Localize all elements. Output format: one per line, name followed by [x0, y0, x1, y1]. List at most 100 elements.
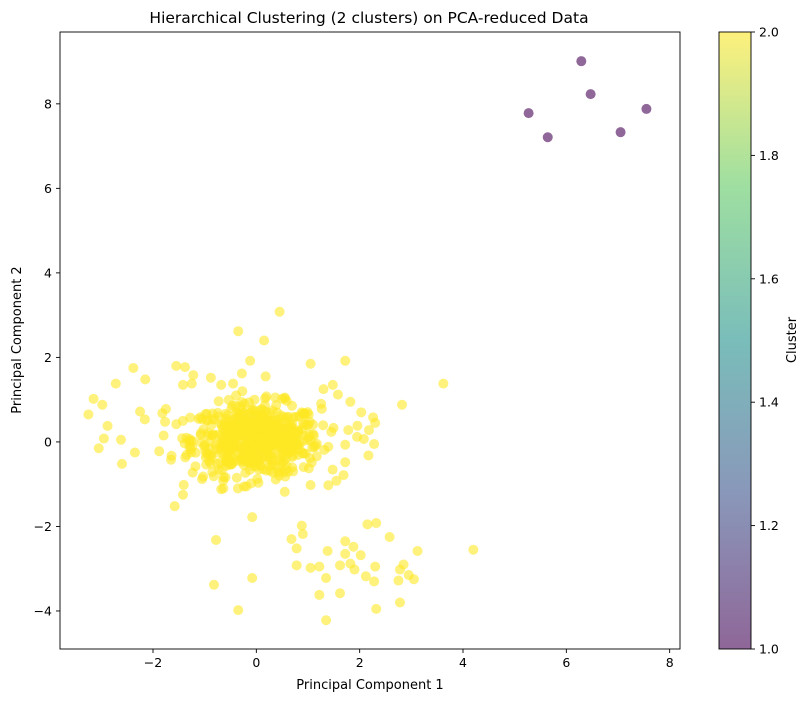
data-point [232, 483, 243, 494]
data-point [187, 467, 198, 478]
data-point [397, 399, 408, 410]
data-point [279, 486, 290, 497]
data-point [393, 575, 404, 586]
data-point [128, 362, 139, 373]
data-point [246, 478, 257, 489]
data-point [326, 426, 337, 437]
colorbar-tick-label: 1.2 [759, 518, 779, 533]
data-point [345, 396, 356, 407]
data-point [287, 462, 298, 473]
data-point [340, 536, 351, 547]
data-point [260, 371, 271, 382]
data-point [352, 420, 363, 431]
data-point [340, 355, 351, 366]
data-point [234, 410, 245, 421]
data-point [177, 379, 188, 390]
y-tick-label: 0 [44, 434, 52, 449]
colorbar-tick-label: 1.4 [759, 395, 779, 410]
data-point [247, 424, 258, 435]
data-point [349, 564, 360, 575]
data-point [237, 397, 248, 408]
data-point [412, 545, 423, 556]
y-tick-label: 6 [44, 181, 52, 196]
data-point [188, 370, 199, 381]
data-point [223, 394, 234, 405]
data-point [270, 474, 281, 485]
data-point [216, 419, 227, 430]
plot-frame [60, 32, 680, 649]
data-point [169, 501, 180, 512]
data-point [298, 448, 309, 459]
data-point [370, 417, 381, 428]
data-point [297, 529, 308, 540]
colorbar-ticks: 1.0 1.2 1.4 1.6 1.8 2.0 [751, 25, 779, 657]
data-point [139, 414, 150, 425]
x-tick-label: 2 [356, 655, 364, 670]
data-point [576, 56, 587, 67]
data-point [271, 438, 282, 449]
points-layer [83, 56, 652, 626]
data-point [207, 414, 218, 425]
data-point [233, 326, 244, 337]
data-point [314, 561, 325, 572]
data-point [348, 541, 359, 552]
data-point [384, 532, 395, 543]
data-point [160, 416, 171, 427]
axes-border [59, 31, 681, 650]
plot-area [59, 31, 681, 650]
data-point [140, 374, 151, 385]
data-point [110, 378, 121, 389]
data-point [321, 615, 332, 626]
x-tick-label: 6 [562, 655, 570, 670]
data-point [247, 573, 258, 583]
data-point [166, 454, 177, 465]
data-point [252, 417, 263, 428]
data-point [314, 589, 325, 600]
data-point [178, 479, 189, 490]
data-point [323, 480, 334, 491]
data-point [332, 389, 343, 400]
data-point [542, 132, 553, 143]
data-point [208, 429, 219, 440]
data-point [279, 392, 290, 403]
colorbar-tick-label: 1.8 [759, 148, 779, 163]
data-point [241, 452, 252, 463]
data-point [331, 475, 342, 486]
data-point [327, 379, 338, 390]
data-point [340, 439, 351, 450]
data-point [286, 440, 297, 451]
data-point [231, 472, 242, 483]
data-point [245, 355, 256, 366]
data-point [205, 372, 216, 383]
data-point [102, 420, 113, 431]
x-tick-label: 4 [459, 655, 467, 670]
data-point [343, 425, 354, 436]
data-point [232, 420, 243, 431]
data-point [394, 564, 405, 575]
data-point [117, 458, 127, 469]
data-point [221, 435, 232, 446]
data-point [213, 396, 224, 407]
y-tick-label: 2 [44, 350, 52, 365]
data-point [356, 407, 367, 418]
data-point [97, 399, 108, 410]
y-tick-label: −2 [34, 519, 52, 534]
data-point [305, 480, 316, 491]
x-tick-label: 0 [252, 655, 260, 670]
data-point [291, 543, 302, 554]
data-point [363, 450, 374, 461]
data-point [221, 455, 232, 466]
data-point [240, 435, 251, 446]
data-point [305, 358, 316, 369]
data-point [244, 464, 255, 475]
data-point [291, 560, 302, 571]
data-point [298, 462, 309, 473]
data-point [294, 411, 305, 422]
data-point [316, 398, 327, 409]
data-point [177, 489, 188, 500]
data-point [232, 434, 243, 445]
data-point [335, 588, 346, 599]
data-point [303, 419, 314, 430]
data-point [370, 561, 381, 572]
data-point [585, 89, 596, 100]
